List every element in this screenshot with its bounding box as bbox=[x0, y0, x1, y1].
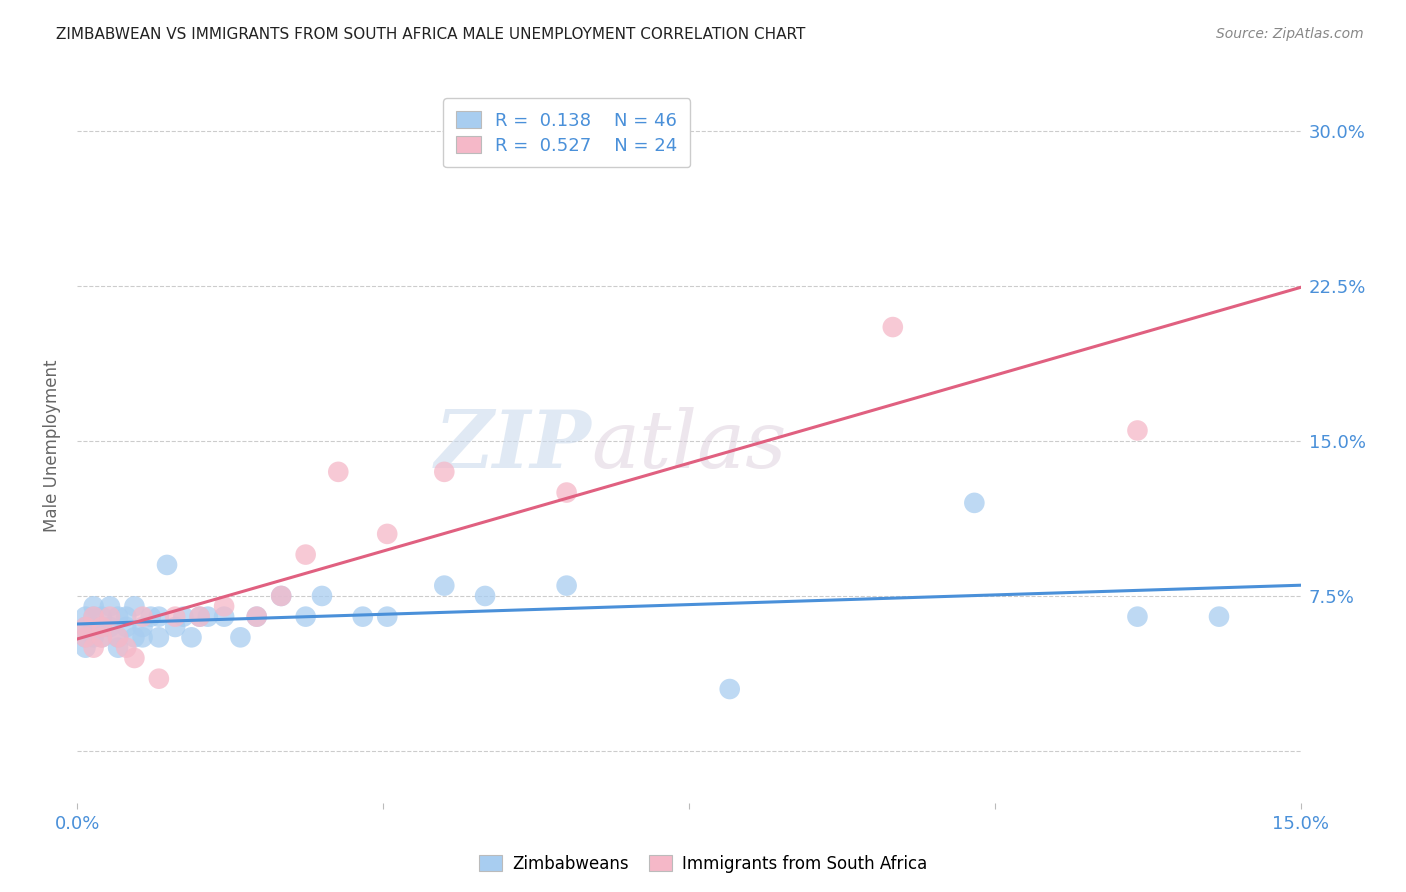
Point bbox=[352, 609, 374, 624]
Point bbox=[131, 609, 153, 624]
Point bbox=[107, 630, 129, 644]
Point bbox=[148, 672, 170, 686]
Point bbox=[246, 609, 269, 624]
Text: atlas: atlas bbox=[591, 408, 786, 484]
Text: ZIMBABWEAN VS IMMIGRANTS FROM SOUTH AFRICA MALE UNEMPLOYMENT CORRELATION CHART: ZIMBABWEAN VS IMMIGRANTS FROM SOUTH AFRI… bbox=[56, 27, 806, 42]
Point bbox=[83, 609, 105, 624]
Point bbox=[188, 609, 211, 624]
Point bbox=[115, 620, 138, 634]
Point bbox=[555, 485, 578, 500]
Point bbox=[433, 579, 456, 593]
Point bbox=[311, 589, 333, 603]
Point bbox=[718, 681, 741, 696]
Point bbox=[90, 620, 112, 634]
Point bbox=[212, 599, 235, 614]
Text: ZIP: ZIP bbox=[434, 408, 591, 484]
Point bbox=[1126, 609, 1149, 624]
Point bbox=[115, 640, 138, 655]
Point bbox=[124, 599, 146, 614]
Point bbox=[83, 599, 105, 614]
Point bbox=[75, 620, 97, 634]
Legend: R =  0.138    N = 46, R =  0.527    N = 24: R = 0.138 N = 46, R = 0.527 N = 24 bbox=[443, 98, 690, 168]
Point bbox=[328, 465, 350, 479]
Point bbox=[294, 609, 316, 624]
Point bbox=[75, 630, 97, 644]
Point bbox=[294, 548, 316, 562]
Point bbox=[555, 579, 578, 593]
Point bbox=[131, 630, 153, 644]
Point bbox=[188, 609, 211, 624]
Point bbox=[474, 589, 496, 603]
Point bbox=[107, 640, 129, 655]
Y-axis label: Male Unemployment: Male Unemployment bbox=[44, 359, 62, 533]
Point bbox=[212, 609, 235, 624]
Point bbox=[75, 609, 97, 624]
Point bbox=[90, 609, 112, 624]
Point bbox=[148, 630, 170, 644]
Point bbox=[75, 640, 97, 655]
Text: Source: ZipAtlas.com: Source: ZipAtlas.com bbox=[1216, 27, 1364, 41]
Point bbox=[107, 609, 129, 624]
Point bbox=[156, 558, 179, 572]
Point bbox=[172, 609, 194, 624]
Point bbox=[98, 599, 121, 614]
Point bbox=[197, 609, 219, 624]
Point bbox=[90, 630, 112, 644]
Point bbox=[963, 496, 986, 510]
Point bbox=[148, 609, 170, 624]
Point bbox=[882, 320, 904, 334]
Point bbox=[131, 620, 153, 634]
Point bbox=[90, 630, 112, 644]
Point bbox=[83, 620, 105, 634]
Point bbox=[98, 609, 121, 624]
Point bbox=[139, 609, 162, 624]
Point bbox=[124, 630, 146, 644]
Point bbox=[1126, 424, 1149, 438]
Point bbox=[83, 640, 105, 655]
Point bbox=[115, 609, 138, 624]
Point bbox=[75, 620, 97, 634]
Legend: Zimbabweans, Immigrants from South Africa: Zimbabweans, Immigrants from South Afric… bbox=[472, 848, 934, 880]
Point bbox=[83, 630, 105, 644]
Point bbox=[270, 589, 292, 603]
Point bbox=[165, 620, 187, 634]
Point bbox=[1208, 609, 1230, 624]
Point bbox=[246, 609, 269, 624]
Point bbox=[375, 609, 398, 624]
Point bbox=[180, 630, 202, 644]
Point bbox=[165, 609, 187, 624]
Point bbox=[433, 465, 456, 479]
Point bbox=[83, 609, 105, 624]
Point bbox=[124, 651, 146, 665]
Point bbox=[107, 630, 129, 644]
Point bbox=[90, 620, 112, 634]
Point bbox=[98, 620, 121, 634]
Point bbox=[229, 630, 252, 644]
Point bbox=[270, 589, 292, 603]
Point bbox=[375, 527, 398, 541]
Point bbox=[75, 630, 97, 644]
